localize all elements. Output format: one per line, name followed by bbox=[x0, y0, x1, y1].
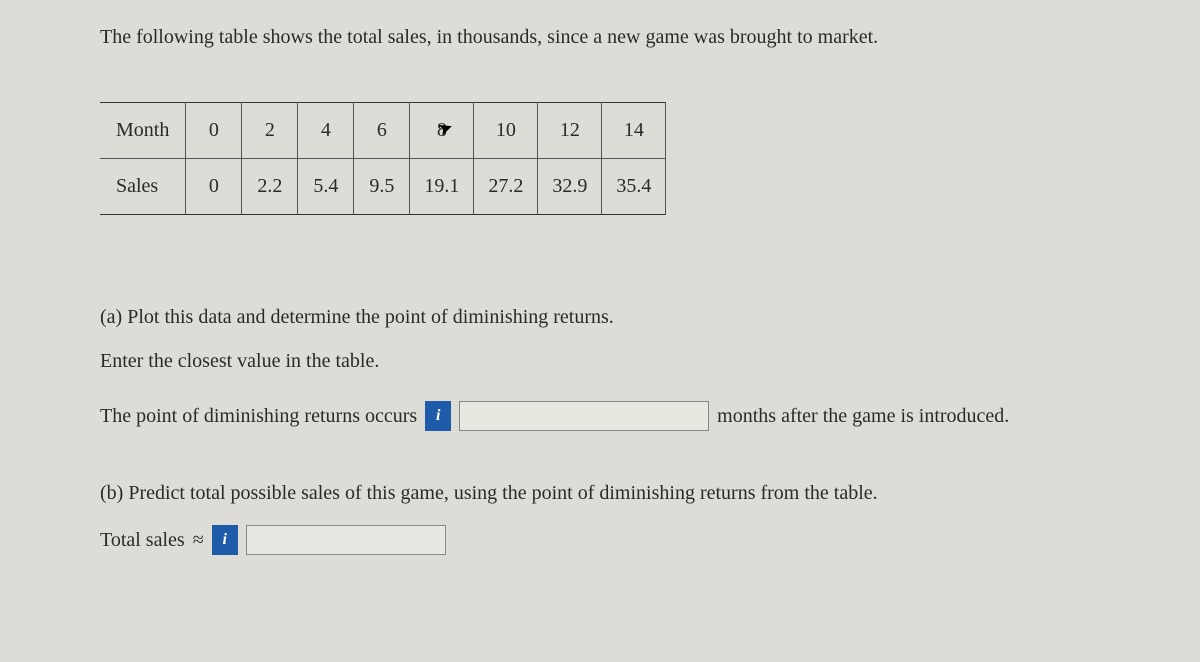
approx-symbol: ≈ bbox=[193, 529, 204, 552]
part-b: (b) Predict total possible sales of this… bbox=[100, 471, 1120, 515]
info-icon[interactable]: i bbox=[425, 401, 451, 431]
part-a-answer-input[interactable] bbox=[459, 401, 709, 431]
table-cell: 2 bbox=[242, 103, 298, 159]
table-cell: 2.2 bbox=[242, 159, 298, 215]
table-row-month: Month 0 2 4 6 8 10 12 14 bbox=[100, 103, 666, 159]
part-a: (a) Plot this data and determine the poi… bbox=[100, 295, 1120, 383]
part-b-prompt-before: Total sales bbox=[100, 529, 185, 552]
info-icon[interactable]: i bbox=[212, 525, 238, 555]
part-b-answer-row: Total sales ≈ i bbox=[100, 525, 1120, 555]
intro-text: The following table shows the total sale… bbox=[100, 22, 1120, 52]
table-cell: 0 bbox=[186, 159, 242, 215]
part-b-label: (b) bbox=[100, 482, 123, 504]
table-cell: 35.4 bbox=[602, 159, 666, 215]
part-a-prompt-before: The point of diminishing returns occurs bbox=[100, 405, 417, 428]
part-b-line1: Predict total possible sales of this gam… bbox=[123, 482, 877, 504]
table-cell: 19.1 bbox=[410, 159, 474, 215]
part-a-prompt-after: months after the game is introduced. bbox=[717, 405, 1009, 428]
table-cell: 4 bbox=[298, 103, 354, 159]
part-a-label: (a) bbox=[100, 306, 122, 328]
table-cell: 12 bbox=[538, 103, 602, 159]
table-cell: 14 bbox=[602, 103, 666, 159]
row-header-sales: Sales bbox=[100, 159, 186, 215]
table-cell: 8 bbox=[410, 103, 474, 159]
table-cell: 5.4 bbox=[298, 159, 354, 215]
part-a-line2: Enter the closest value in the table. bbox=[100, 350, 379, 372]
table-cell: 9.5 bbox=[354, 159, 410, 215]
table-row-sales: Sales 0 2.2 5.4 9.5 19.1 27.2 32.9 35.4 bbox=[100, 159, 666, 215]
table-cell: 27.2 bbox=[474, 159, 538, 215]
part-b-answer-input[interactable] bbox=[246, 525, 446, 555]
table-cell: 0 bbox=[186, 103, 242, 159]
part-a-answer-row: The point of diminishing returns occurs … bbox=[100, 401, 1120, 431]
table-cell: 6 bbox=[354, 103, 410, 159]
part-a-line1: Plot this data and determine the point o… bbox=[122, 306, 614, 328]
table-cell: 32.9 bbox=[538, 159, 602, 215]
row-header-month: Month bbox=[100, 103, 186, 159]
sales-table: Month 0 2 4 6 8 10 12 14 Sales 0 2.2 5.4… bbox=[100, 102, 666, 215]
table-cell: 10 bbox=[474, 103, 538, 159]
